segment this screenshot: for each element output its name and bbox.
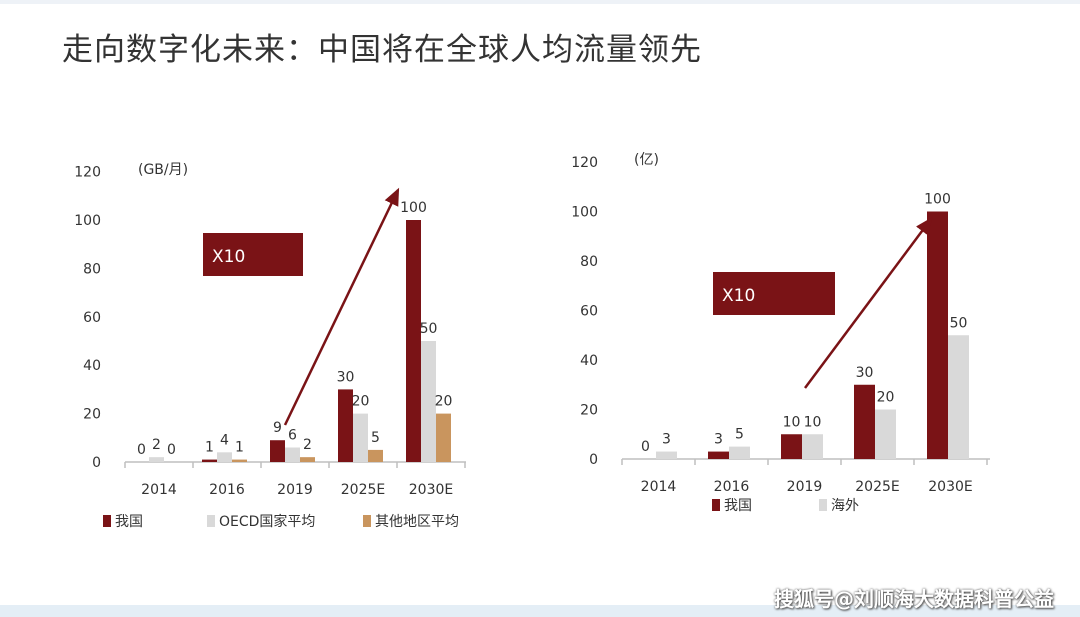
y-tick-label: 120 [74,165,101,181]
data-label: 30 [337,369,355,385]
annotation-box [203,233,303,276]
annotation-text: X10 [212,247,245,267]
legend-label: 我国 [115,514,143,530]
data-label: 1 [235,440,244,456]
bar-我国-2016 [708,451,729,459]
y-tick-label: 20 [83,407,101,423]
legend-swatch [103,515,111,527]
data-label: 2 [303,437,312,453]
data-label: 10 [783,414,801,430]
watermark: 搜狐号@刘顺海大数据科普公益 [774,587,1054,611]
y-tick-label: 0 [92,455,101,471]
unit-label: (亿) [634,152,659,168]
bar-海外-2019 [802,434,823,459]
data-label: 100 [400,200,427,216]
x-tick-label: 2019 [277,482,313,498]
data-label: 0 [137,442,146,458]
bar-我国-2025E [854,384,875,459]
bar-OECD国家平均-2019 [285,447,300,462]
data-label: 2 [152,437,161,453]
bar-其他地区平均-2025E [368,449,383,462]
annotation-text: X10 [722,286,755,306]
legend-swatch [712,499,720,511]
data-label: 3 [662,432,671,448]
data-label: 10 [804,414,822,430]
x-tick-label: 2014 [641,479,677,495]
x-tick-label: 2030E [409,482,453,498]
data-label: 5 [735,427,744,443]
y-tick-label: 80 [580,254,598,270]
y-tick-label: 60 [580,304,598,320]
bar-OECD国家平均-2016 [217,452,232,462]
bar-其他地区平均-2019 [300,457,315,462]
y-tick-label: 120 [571,155,598,171]
legend-label: 其他地区平均 [375,514,459,530]
data-label: 50 [950,315,968,331]
x-tick-label: 2025E [341,482,385,498]
y-tick-label: 100 [571,205,598,221]
bar-OECD国家平均-2030E [421,341,436,462]
growth-arrow [803,216,933,389]
page-title: 走向数字化未来：中国将在全球人均流量领先 [62,32,702,68]
annotation-box [713,272,835,315]
bar-我国-2019 [781,434,802,459]
bottom-strip [0,605,1080,617]
data-label: 0 [641,439,650,455]
legend-swatch [207,515,215,527]
data-label: 1 [205,440,214,456]
legend-swatch [819,499,827,511]
data-label: 30 [856,365,874,381]
growth-arrow [283,187,400,426]
data-label: 20 [435,394,453,410]
bar-我国-2019 [270,440,285,462]
y-tick-label: 20 [580,403,598,419]
data-label: 20 [877,390,895,406]
x-tick-label: 2019 [787,479,823,495]
x-tick-label: 2030E [928,479,972,495]
y-tick-label: 40 [83,358,101,374]
legend-swatch [363,515,371,527]
legend-label: 海外 [831,498,859,514]
y-tick-label: 40 [580,353,598,369]
data-label: 100 [924,192,951,208]
data-label: 50 [420,321,438,337]
y-tick-label: 0 [589,452,598,468]
bar-海外-2025E [875,409,896,459]
top-strip [0,0,1080,4]
x-tick-label: 2016 [209,482,245,498]
data-label: 3 [714,432,723,448]
bar-其他地区平均-2016 [232,459,247,462]
legend-label: OECD国家平均 [219,513,315,530]
bar-我国-2025E [338,389,353,462]
bar-海外-2030E [948,335,969,459]
bar-其他地区平均-2030E [436,413,451,462]
y-tick-label: 80 [83,261,101,277]
unit-label: (GB/月) [138,162,188,178]
data-label: 5 [371,430,380,446]
x-tick-label: 2014 [141,482,177,498]
bar-我国-2016 [202,459,217,462]
y-tick-label: 100 [74,213,101,229]
bar-我国-2030E [927,211,948,459]
legend-label: 我国 [724,498,752,514]
data-label: 20 [352,394,370,410]
bar-OECD国家平均-2014 [149,457,164,462]
bar-海外-2016 [729,446,750,459]
data-label: 6 [288,427,297,443]
x-tick-label: 2016 [714,479,750,495]
bar-我国-2030E [406,220,421,462]
data-label: 9 [273,420,282,436]
y-tick-label: 60 [83,310,101,326]
bar-海外-2014 [656,451,677,459]
data-label: 0 [167,442,176,458]
data-label: 4 [220,432,229,448]
bar-OECD国家平均-2025E [353,413,368,462]
x-tick-label: 2025E [855,479,899,495]
